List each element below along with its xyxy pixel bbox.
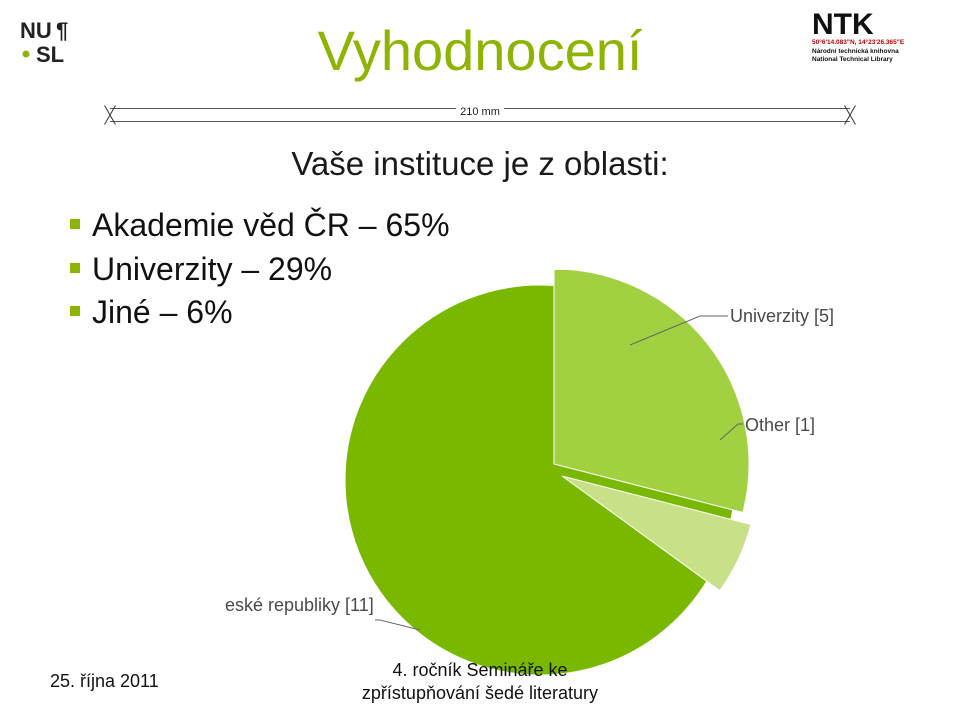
ruler-label: 210 mm [456, 106, 504, 118]
footer-line1: 4. ročník Semináře ke [392, 660, 567, 680]
pie-chart [330, 270, 750, 690]
bullet-label: Akademie věd ČR – 65% [92, 207, 450, 243]
pie-label-univerzity: Univerzity [5] [730, 306, 834, 327]
page-title: Vyhodnocení [0, 18, 960, 83]
ruler: 210 mm [110, 108, 850, 126]
pie-label-other: Other [1] [745, 415, 815, 436]
bullet-label: Univerzity – 29% [92, 251, 332, 287]
subtitle: Vaše instituce je z oblasti: [0, 145, 960, 183]
title-text: Vyhodnocení [318, 18, 643, 83]
ruler-line [110, 121, 850, 122]
footer-center: 4. ročník Semináře ke zpřístupňování šed… [0, 659, 960, 704]
bullet-item: Akademie věd ČR – 65% [70, 205, 450, 247]
pie-svg [330, 270, 750, 690]
pie-label-avcr: eské republiky [11] [225, 595, 374, 616]
ruler-cross-right [838, 108, 862, 126]
footer-line2: zpřístupňování šedé literatury [362, 683, 598, 703]
bullet-label: Jiné – 6% [92, 294, 233, 330]
slide: NU ¶ SL NTK 50°6'14.083"N, 14°23'26.365"… [0, 0, 960, 718]
ruler-cross-left [98, 108, 122, 126]
